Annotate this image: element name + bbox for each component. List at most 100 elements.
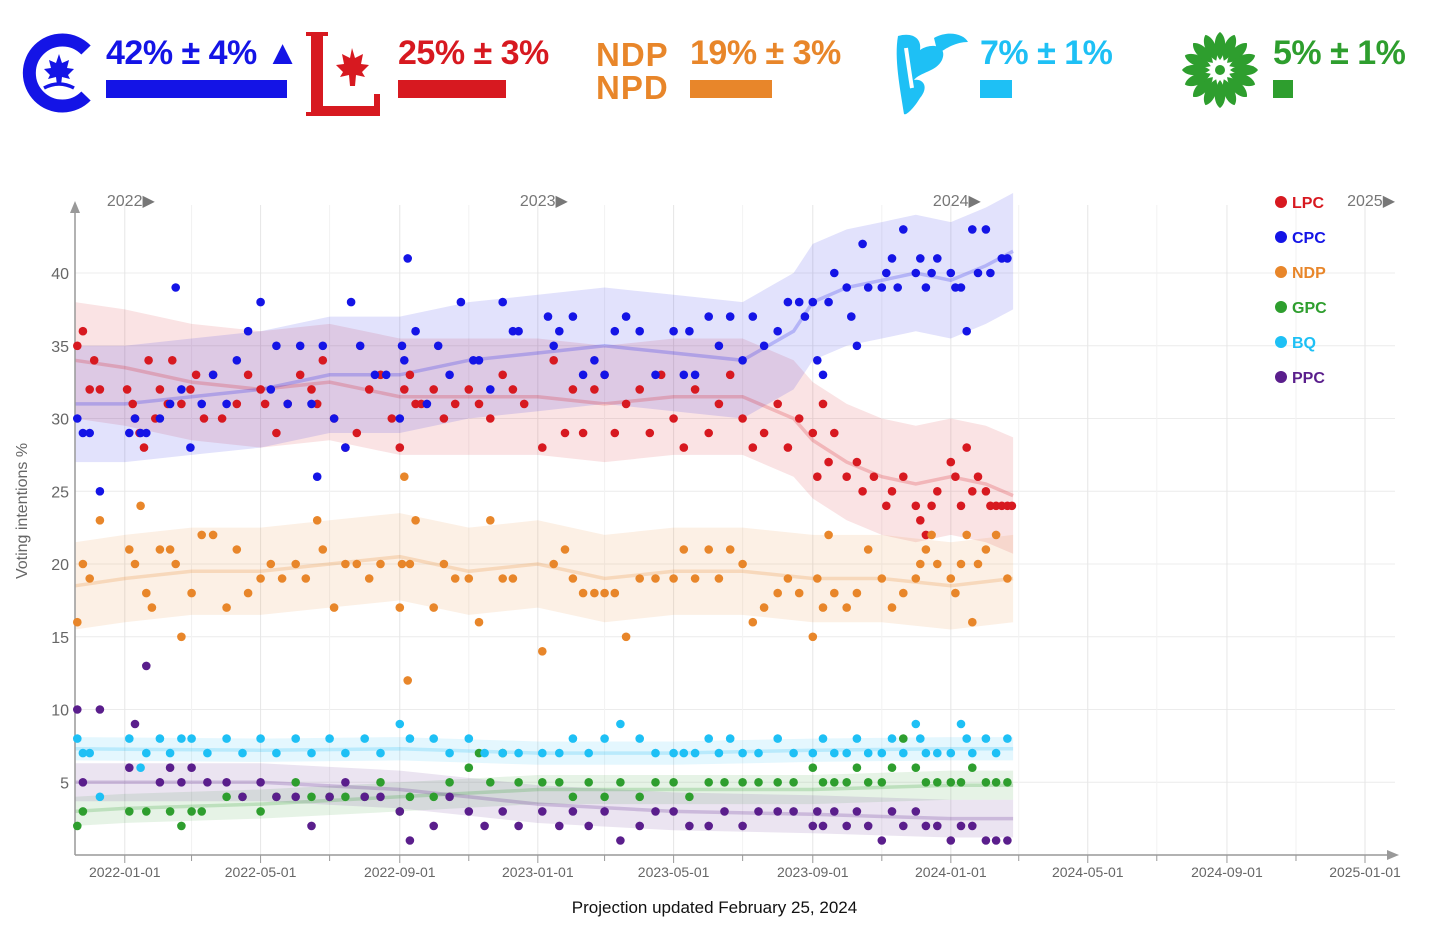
party-bq: 7% ± 1% bbox=[890, 28, 1130, 120]
lpc-poll-point bbox=[590, 385, 599, 394]
gpc-poll-point bbox=[568, 792, 578, 802]
ndp-poll-point bbox=[376, 559, 385, 569]
cpc-poll-point bbox=[946, 268, 956, 278]
cpc-poll-point bbox=[690, 370, 700, 380]
bq-poll-point bbox=[325, 734, 334, 743]
cpc-poll-point bbox=[411, 326, 420, 336]
ndp-poll-point bbox=[549, 559, 558, 569]
cpc-poll-point bbox=[882, 268, 891, 278]
y-tick-label: 10 bbox=[51, 703, 69, 720]
ndp-poll-point bbox=[991, 530, 1001, 540]
cpc-poll-point bbox=[73, 414, 82, 423]
cpc-poll-point bbox=[400, 356, 409, 365]
cpc-poll-point bbox=[266, 385, 276, 394]
poll-points bbox=[73, 225, 1017, 845]
lpc-poll-point bbox=[899, 472, 908, 482]
axes: 5 10 15 20 25 30 35 40 2022-01-01 2022-05-01 2022-… bbox=[51, 193, 1401, 880]
gpc-poll-point bbox=[256, 807, 265, 816]
lpc-poll-point bbox=[295, 370, 305, 380]
gpc-poll-point bbox=[720, 778, 729, 787]
gpc-poll-point bbox=[341, 792, 350, 802]
ndp-logo-text-en: NDP bbox=[596, 36, 669, 73]
ndp-poll-point bbox=[933, 559, 942, 569]
cpc-poll-point bbox=[543, 312, 553, 321]
ndp-poll-point bbox=[508, 574, 518, 583]
ndp-poll-point bbox=[863, 545, 873, 554]
lpc-poll-point bbox=[318, 356, 328, 365]
cpc-poll-point bbox=[130, 414, 140, 423]
ndp-poll-point bbox=[486, 516, 495, 525]
ppc-poll-point bbox=[877, 836, 887, 845]
ndp-poll-point bbox=[155, 545, 165, 554]
ndp-poll-point bbox=[818, 603, 828, 612]
ppc-poll-point bbox=[341, 778, 350, 787]
ndp-poll-point bbox=[405, 559, 415, 569]
lpc-poll-point bbox=[773, 399, 782, 409]
ndp-poll-point bbox=[187, 588, 196, 598]
ppc-poll-point bbox=[445, 792, 454, 802]
ndp-poll-point bbox=[329, 603, 339, 612]
cpc-share-label: 42% ± 4% ▲ bbox=[106, 34, 299, 72]
ppc-poll-point bbox=[395, 807, 405, 816]
ndp-poll-point bbox=[981, 545, 991, 554]
ppc-poll-point bbox=[238, 792, 247, 802]
lpc-poll-point bbox=[858, 487, 867, 496]
ppc-poll-point bbox=[600, 807, 609, 816]
cpc-poll-point bbox=[155, 414, 165, 423]
cpc-poll-point bbox=[474, 356, 484, 365]
cpc-poll-point bbox=[927, 268, 936, 278]
cpc-poll-point bbox=[165, 399, 175, 409]
lpc-poll-point bbox=[128, 399, 137, 409]
lpc-share-bar bbox=[398, 80, 506, 98]
legend-swatch-gpc bbox=[1275, 301, 1287, 313]
y-tick-label: 20 bbox=[51, 557, 69, 574]
bq-poll-point bbox=[187, 734, 196, 743]
ndp-poll-point bbox=[232, 545, 242, 554]
lpc-poll-point bbox=[73, 341, 82, 351]
lpc-poll-point bbox=[635, 385, 644, 394]
party-ndp: NDP NPD 19% ± 3% bbox=[594, 28, 854, 120]
ndp-poll-point bbox=[725, 545, 735, 554]
ndp-poll-point bbox=[1003, 574, 1012, 583]
ppc-poll-point bbox=[704, 821, 713, 831]
lpc-poll-point bbox=[199, 414, 209, 423]
gpc-poll-point bbox=[651, 778, 660, 787]
bq-poll-point bbox=[95, 792, 105, 802]
cpc-poll-point bbox=[847, 312, 856, 321]
ppc-poll-point bbox=[921, 821, 931, 831]
ppc-poll-point bbox=[818, 821, 828, 831]
cpc-poll-point bbox=[621, 312, 631, 321]
legend-label-lpc: LPC bbox=[1292, 195, 1324, 212]
ndp-poll-point bbox=[690, 574, 700, 583]
cpc-poll-point bbox=[370, 370, 380, 380]
ppc-poll-point bbox=[754, 807, 763, 816]
cpc-poll-point bbox=[858, 239, 867, 249]
bq-poll-point bbox=[136, 763, 145, 772]
legend-swatch-lpc bbox=[1275, 196, 1287, 208]
ppc-poll-point bbox=[852, 807, 862, 816]
gpc-poll-point bbox=[464, 763, 474, 772]
ppc-poll-point bbox=[830, 807, 839, 816]
lpc-poll-point bbox=[139, 443, 149, 452]
bq-poll-point bbox=[376, 748, 385, 758]
cpc-poll-point bbox=[433, 341, 443, 351]
cpc-poll-point bbox=[759, 341, 769, 351]
lpc-poll-point bbox=[387, 414, 397, 423]
gpc-poll-point bbox=[405, 792, 415, 802]
lpc-poll-point bbox=[232, 399, 242, 409]
cpc-poll-point bbox=[590, 356, 599, 365]
gpc-poll-point bbox=[830, 778, 839, 787]
ndp-poll-point bbox=[474, 617, 484, 627]
gpc-poll-point bbox=[187, 807, 196, 816]
lpc-poll-point bbox=[450, 399, 460, 409]
cpc-poll-point bbox=[887, 254, 897, 263]
ndp-poll-point bbox=[395, 603, 405, 612]
lpc-poll-point bbox=[882, 501, 891, 511]
ndp-poll-point bbox=[301, 574, 311, 583]
cpc-poll-point bbox=[514, 326, 523, 336]
gpc-poll-point bbox=[789, 778, 798, 787]
x-tick-label: 2023-09-01 bbox=[777, 864, 849, 880]
gpc-poll-point bbox=[1003, 778, 1012, 787]
cpc-poll-point bbox=[973, 268, 983, 278]
gpc-poll-point bbox=[863, 778, 873, 787]
